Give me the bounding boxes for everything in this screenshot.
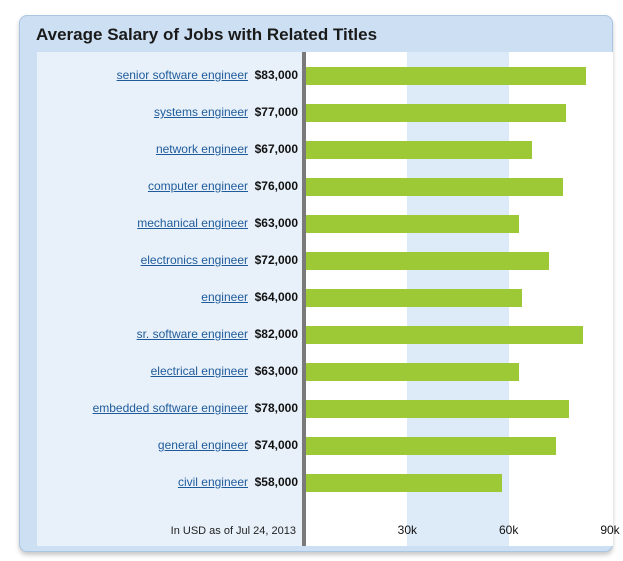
job-title-link[interactable]: embedded software engineer — [92, 401, 248, 415]
salary-bar — [306, 104, 567, 122]
salary-bar — [306, 215, 519, 233]
salary-bar — [306, 326, 583, 344]
salary-bar — [306, 474, 502, 492]
chart-title: Average Salary of Jobs with Related Titl… — [36, 25, 378, 44]
salary-chart-card: Average Salary of Jobs with Related Titl… — [19, 15, 620, 552]
job-title-link[interactable]: sr. software engineer — [136, 327, 248, 341]
salary-value: $58,000 — [254, 475, 298, 489]
salary-value: $78,000 — [254, 401, 298, 415]
salary-bar — [306, 437, 556, 455]
salary-value: $67,000 — [254, 142, 298, 156]
salary-bar — [306, 289, 523, 307]
salary-bar — [306, 363, 519, 381]
salary-value: $63,000 — [254, 364, 298, 378]
x-tick-label: 90k — [600, 523, 620, 537]
job-title-link[interactable]: electrical engineer — [150, 364, 248, 378]
salary-bar — [306, 141, 533, 159]
salary-value: $76,000 — [254, 179, 298, 193]
salary-value: $72,000 — [254, 253, 298, 267]
salary-bar — [306, 252, 550, 270]
salary-bar — [306, 178, 563, 196]
currency-footnote: In USD as of Jul 24, 2013 — [170, 525, 296, 537]
salary-value: $74,000 — [254, 438, 298, 452]
salary-value: $77,000 — [254, 105, 298, 119]
salary-value: $82,000 — [254, 327, 298, 341]
x-tick-label: 30k — [397, 523, 418, 537]
job-title-link[interactable]: computer engineer — [147, 179, 248, 193]
axis-line — [302, 52, 306, 546]
job-title-link[interactable]: engineer — [201, 290, 248, 304]
job-title-link[interactable]: senior software engineer — [116, 68, 248, 82]
job-title-link[interactable]: systems engineer — [153, 105, 248, 119]
salary-value: $64,000 — [254, 290, 298, 304]
salary-value: $83,000 — [254, 68, 298, 82]
job-title-link[interactable]: civil engineer — [177, 475, 248, 489]
x-tick-label: 60k — [498, 523, 519, 537]
label-column — [37, 52, 302, 546]
job-title-link[interactable]: mechanical engineer — [137, 216, 248, 230]
salary-bar — [306, 67, 587, 85]
job-title-link[interactable]: electronics engineer — [140, 253, 248, 267]
plot-panel: In USD as of Jul 24, 2013 senior softwar… — [37, 52, 620, 546]
salary-value: $63,000 — [254, 216, 298, 230]
salary-bar — [306, 400, 570, 418]
job-title-link[interactable]: general engineer — [157, 438, 248, 452]
job-title-link[interactable]: network engineer — [155, 142, 248, 156]
